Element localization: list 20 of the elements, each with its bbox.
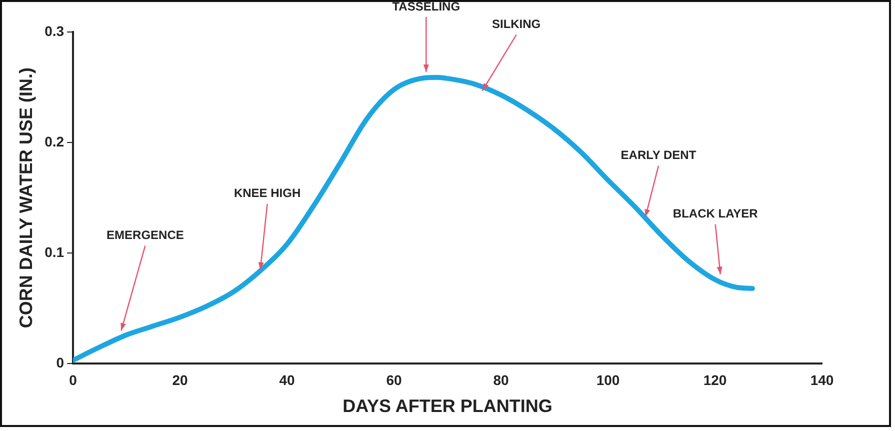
y-tick-label: 0.2 (44, 133, 64, 150)
x-tick-label: 100 (596, 372, 620, 388)
y-tick-label: 0.3 (44, 22, 64, 39)
annotation: EARLY DENT (620, 148, 697, 162)
x-tick-label: 0 (69, 372, 78, 388)
y-tick-label: 0.1 (44, 244, 64, 260)
annotation: TASSELING (392, 0, 460, 14)
x-tick-label: 120 (703, 372, 727, 388)
y-axis-title: CORN DAILY WATER USE (IN.) (16, 67, 36, 328)
x-tick-label: 80 (493, 372, 510, 388)
x-tick-label: 60 (386, 372, 402, 388)
annotation: BLACK LAYER (672, 206, 758, 221)
annotation: SILKING (492, 17, 541, 32)
x-tick-label: 140 (810, 372, 834, 388)
annotation: KNEE HIGH (234, 186, 301, 200)
x-axis-title: DAYS AFTER PLANTING (342, 396, 552, 416)
annotation: EMERGENCE (106, 228, 184, 242)
x-tick-label: 40 (279, 372, 296, 388)
x-tick-label: 20 (172, 372, 188, 388)
y-tick-label: 0 (56, 354, 64, 370)
